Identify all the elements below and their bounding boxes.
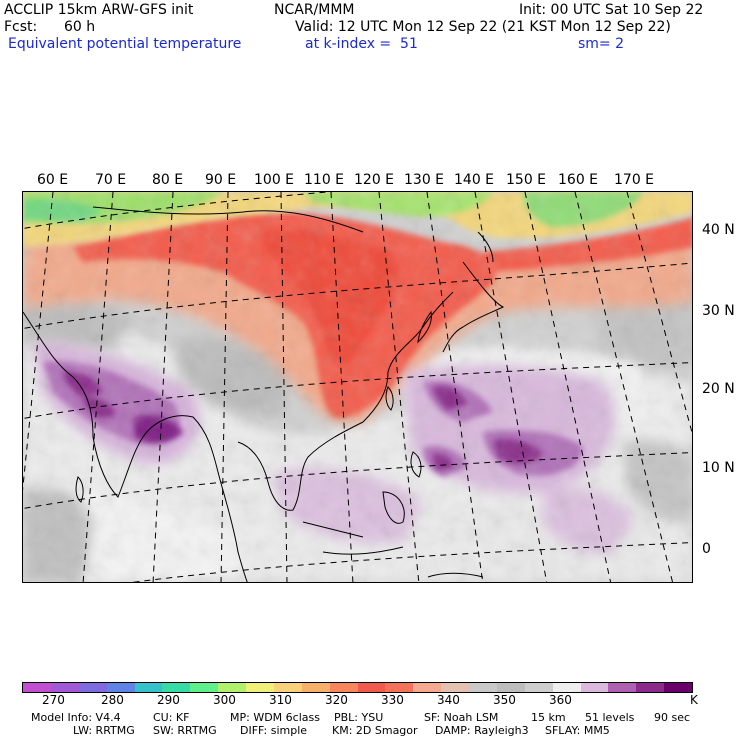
- lat-label: 40 N: [702, 222, 735, 238]
- model-info-lw: LW: RRTMG: [73, 724, 135, 737]
- colorbar-swatch: [329, 683, 358, 692]
- colorbar-tick: 270: [42, 693, 65, 707]
- colorbar-swatch: [664, 683, 692, 692]
- lon-label: 100 E: [254, 172, 295, 188]
- colorbar-tick: 350: [493, 693, 516, 707]
- lon-label: 170 E: [614, 172, 655, 188]
- colorbar-swatch: [469, 683, 497, 692]
- texture: [23, 192, 692, 582]
- lat-label: 30 N: [702, 303, 735, 319]
- lon-label: 60 E: [37, 172, 69, 188]
- colorbar-swatch: [301, 683, 330, 692]
- lon-label: 70 E: [95, 172, 127, 188]
- lat-label: 0: [702, 541, 711, 557]
- graticule: [23, 192, 692, 582]
- model-info-pbl: PBL: YSU: [334, 711, 384, 724]
- lon-label: 90 E: [205, 172, 237, 188]
- lon-label: 110 E: [304, 172, 345, 188]
- colorbar-swatch: [190, 683, 219, 692]
- model-info-resolution: 15 km: [531, 711, 566, 724]
- theta-e-field: [23, 192, 692, 582]
- colorbar-swatch: [496, 683, 525, 692]
- model-info-km: KM: 2D Smagor: [332, 724, 418, 737]
- colorbar-tick: 290: [157, 693, 180, 707]
- colorbar-swatch: [608, 683, 637, 692]
- lon-label: 80 E: [152, 172, 184, 188]
- colorbar-swatch: [106, 683, 135, 692]
- colorbar-swatch: [50, 683, 79, 692]
- colorbar-tick: 310: [269, 693, 292, 707]
- colorbar-swatch: [162, 683, 191, 692]
- colorbar-tick: 340: [437, 693, 460, 707]
- valid-time: Valid: 12 UTC Mon 12 Sep 22 (21 KST Mon …: [295, 19, 671, 35]
- lat-label: 20 N: [702, 381, 735, 397]
- map-panel: [22, 191, 693, 583]
- colorbar-swatch: [552, 683, 581, 692]
- colorbar-unit: K: [690, 693, 698, 707]
- colorbar-swatch: [134, 683, 163, 692]
- colorbar-tick: 300: [213, 693, 236, 707]
- colorbar: [22, 682, 693, 693]
- organization: NCAR/MMM: [274, 2, 355, 18]
- colorbar-swatch: [357, 683, 386, 692]
- level-label: at k-index = 51: [305, 36, 418, 52]
- model-info-damp: DAMP: Rayleigh3: [435, 724, 529, 737]
- colorbar-swatch: [218, 683, 246, 692]
- colorbar-swatch: [78, 683, 107, 692]
- lon-label: 150 E: [506, 172, 547, 188]
- model-info-version: Model Info: V4.4: [31, 711, 121, 724]
- colorbar-swatch: [441, 683, 469, 692]
- smoothing-label: sm= 2: [578, 36, 625, 52]
- colorbar-swatch: [524, 683, 553, 692]
- colorbar-swatch: [580, 683, 609, 692]
- lon-label: 120 E: [354, 172, 395, 188]
- colorbar-swatch: [273, 683, 302, 692]
- lat-label: 10 N: [702, 460, 735, 476]
- colorbar-tick: 330: [381, 693, 404, 707]
- model-info-cu: CU: KF: [153, 711, 190, 724]
- colorbar-tick: 320: [325, 693, 348, 707]
- init-time: Init: 00 UTC Sat 10 Sep 22: [519, 2, 704, 18]
- model-info-sflay: SFLAY: MM5: [545, 724, 610, 737]
- fcst-label: Fcst:: [4, 19, 38, 35]
- model-info-levels: 51 levels: [585, 711, 635, 724]
- model-info-timestep: 90 sec: [654, 711, 691, 724]
- model-title: ACCLIP 15km ARW-GFS init: [4, 2, 194, 18]
- lon-label: 140 E: [454, 172, 495, 188]
- colorbar-swatch: [636, 683, 665, 692]
- model-info-diff: DIFF: simple: [240, 724, 308, 737]
- colorbar-swatch: [23, 683, 51, 692]
- colorbar-swatch: [413, 683, 442, 692]
- model-info-mp: MP: WDM 6class: [230, 711, 320, 724]
- colorbar-swatch: [246, 683, 274, 692]
- model-info-sf: SF: Noah LSM: [424, 711, 499, 724]
- fcst-value: 60 h: [64, 19, 96, 35]
- field-name: Equivalent potential temperature: [8, 36, 242, 52]
- colorbar-tick: 280: [101, 693, 124, 707]
- model-info-sw: SW: RRTMG: [153, 724, 217, 737]
- colorbar-swatch: [385, 683, 414, 692]
- lon-label: 130 E: [404, 172, 445, 188]
- colorbar-tick: 360: [549, 693, 572, 707]
- lon-label: 160 E: [558, 172, 599, 188]
